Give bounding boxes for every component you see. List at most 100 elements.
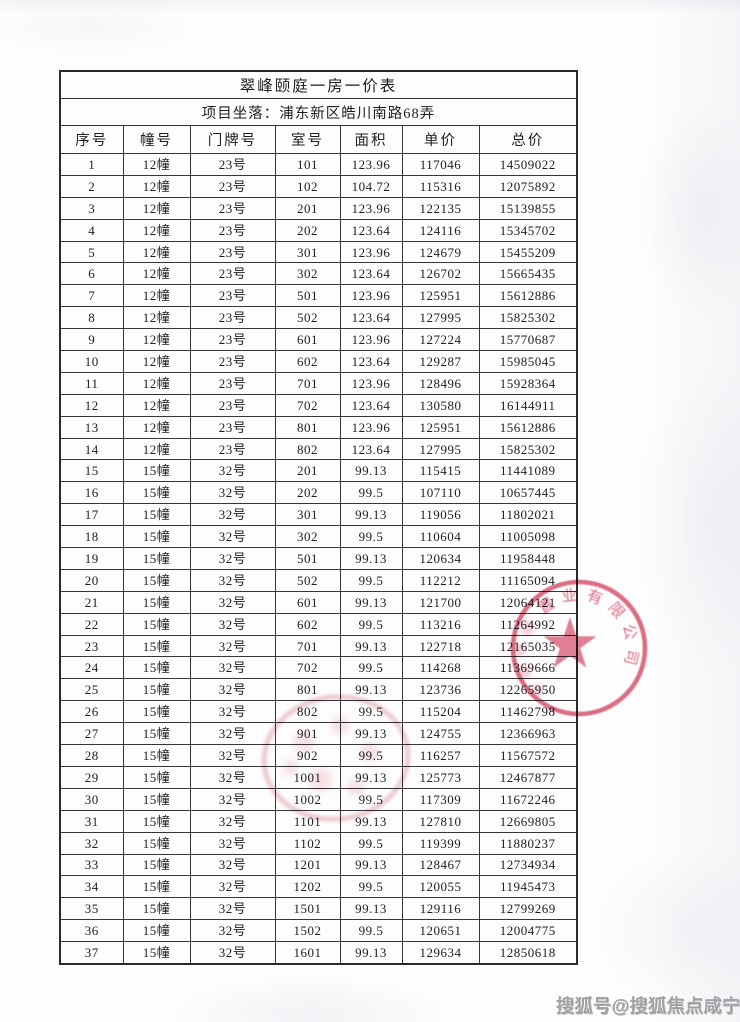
cell: 15幢 — [122, 459, 191, 483]
cell: 702 — [274, 393, 341, 417]
cell: 15幢 — [122, 919, 191, 943]
cell: 99.5 — [339, 919, 403, 943]
cell: 902 — [274, 744, 341, 767]
cell: 15139855 — [478, 196, 578, 220]
cell: 120055 — [401, 875, 480, 899]
cell: 11264992 — [478, 612, 578, 636]
cell: 116257 — [401, 744, 480, 767]
cell: 501 — [274, 547, 341, 570]
cell: 99.5 — [339, 744, 403, 767]
table-row: 34 15幢 32号 1202 99.5 120055 11945473 — [59, 875, 578, 899]
cell: 3 — [59, 196, 124, 220]
cell: 99.13 — [339, 547, 403, 570]
cell: 107110 — [401, 481, 480, 505]
cell: 124116 — [401, 218, 480, 242]
table-row: 8 12幢 23号 502 123.64 127995 15825302 — [59, 306, 578, 330]
cell: 23号 — [189, 371, 276, 395]
cell: 32号 — [189, 919, 276, 943]
cell: 34 — [59, 875, 124, 899]
cell: 99.13 — [339, 678, 403, 702]
cell: 23号 — [189, 328, 276, 352]
table-row: 35 15幢 32号 1501 99.13 129116 12799269 — [59, 897, 578, 921]
cell: 18 — [59, 525, 124, 549]
table-row: 19 15幢 32号 501 99.13 120634 11958448 — [59, 547, 578, 570]
table-row: 10 12幢 23号 602 123.64 129287 15985045 — [59, 350, 578, 373]
cell: 15幢 — [122, 590, 191, 614]
column-header: 室号 — [274, 125, 341, 154]
cell: 701 — [274, 634, 341, 658]
table-row: 18 15幢 32号 302 99.5 110604 11005098 — [59, 525, 578, 549]
cell: 115415 — [401, 459, 480, 483]
cell: 1101 — [274, 809, 341, 833]
table-row: 13 12幢 23号 801 123.96 125951 15612886 — [59, 415, 578, 439]
cell: 123.96 — [339, 196, 403, 220]
cell: 99.13 — [339, 722, 403, 746]
cell: 14509022 — [478, 153, 578, 176]
cell: 201 — [274, 196, 341, 220]
cell: 119399 — [401, 831, 480, 855]
cell: 7 — [59, 284, 124, 308]
cell: 32号 — [189, 481, 276, 505]
cell: 17 — [59, 503, 124, 527]
cell: 15幢 — [122, 787, 191, 811]
cell: 15幢 — [122, 568, 191, 592]
cell: 20 — [59, 568, 124, 592]
cell: 123.96 — [339, 371, 403, 395]
table-row: 28 15幢 32号 902 99.5 116257 11567572 — [59, 744, 578, 767]
cell: 1501 — [274, 897, 341, 921]
cell: 129634 — [401, 941, 480, 965]
cell: 15幢 — [122, 547, 191, 570]
cell: 123.64 — [339, 262, 403, 286]
cell: 123.64 — [339, 393, 403, 417]
cell: 15幢 — [122, 700, 191, 724]
table-row: 11 12幢 23号 701 123.96 128496 15928364 — [59, 371, 578, 395]
cell: 22 — [59, 612, 124, 636]
cell: 15幢 — [122, 481, 191, 505]
cell: 12幢 — [122, 306, 191, 330]
cell: 15幢 — [122, 744, 191, 767]
cell: 32号 — [189, 590, 276, 614]
cell: 35 — [59, 897, 124, 921]
table-row: 30 15幢 32号 1002 99.5 117309 11672246 — [59, 787, 578, 811]
cell: 12004775 — [478, 919, 578, 943]
cell: 127224 — [401, 328, 480, 352]
cell: 12幢 — [122, 196, 191, 220]
cell: 32号 — [189, 765, 276, 789]
cell: 25 — [59, 678, 124, 702]
cell: 15幢 — [122, 809, 191, 833]
cell: 23 — [59, 634, 124, 658]
cell: 123.64 — [339, 218, 403, 242]
cell: 28 — [59, 744, 124, 767]
cell: 23号 — [189, 284, 276, 308]
cell: 32号 — [189, 941, 276, 965]
cell: 14 — [59, 437, 124, 461]
cell: 12366963 — [478, 722, 578, 746]
cell: 11462798 — [478, 700, 578, 724]
cell: 99.5 — [339, 481, 403, 505]
cell: 11958448 — [478, 547, 578, 570]
column-header: 幢号 — [122, 125, 191, 154]
cell: 11005098 — [478, 525, 578, 549]
cell: 23号 — [189, 240, 276, 264]
cell: 12075892 — [478, 174, 578, 198]
cell: 15825302 — [478, 437, 578, 461]
cell: 23号 — [189, 437, 276, 461]
cell: 23号 — [189, 153, 276, 176]
column-header: 序号 — [59, 125, 124, 154]
cell: 23号 — [189, 262, 276, 286]
cell: 10657445 — [478, 481, 578, 505]
table-row: 32 15幢 32号 1102 99.5 119399 11880237 — [59, 831, 578, 855]
cell: 37 — [59, 941, 124, 965]
cell: 15幢 — [122, 634, 191, 658]
table-title: 翠峰颐庭一房一价表 — [59, 70, 578, 99]
cell: 26 — [59, 700, 124, 724]
header-row: 序号 幢号 门牌号 室号 面积 单价 总价 — [59, 125, 578, 154]
cell: 12850618 — [478, 941, 578, 965]
cell: 123.64 — [339, 437, 403, 461]
cell: 15345702 — [478, 218, 578, 242]
cell: 115316 — [401, 174, 480, 198]
cell: 12幢 — [122, 393, 191, 417]
cell: 11880237 — [478, 831, 578, 855]
table-row: 17 15幢 32号 301 99.13 119056 11802021 — [59, 503, 578, 527]
cell: 15幢 — [122, 941, 191, 965]
